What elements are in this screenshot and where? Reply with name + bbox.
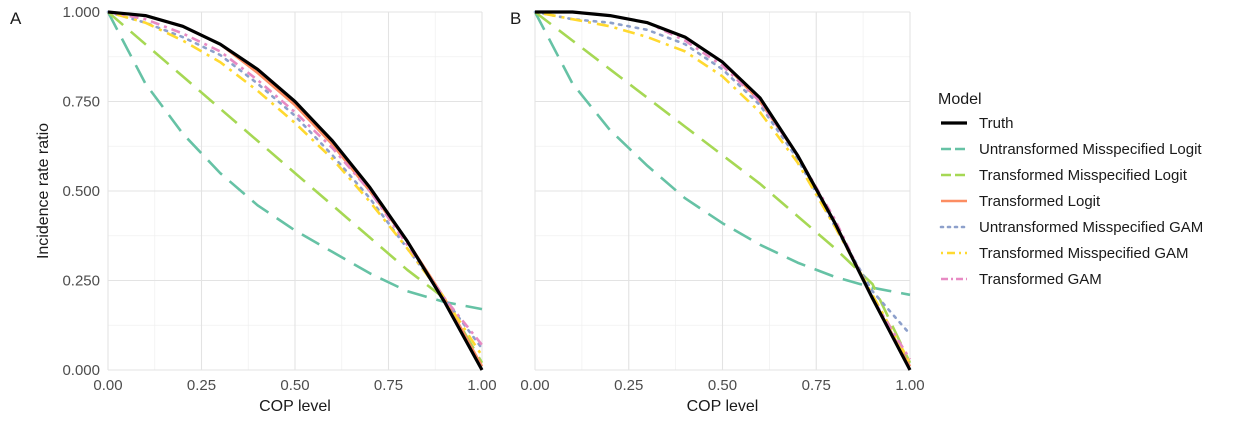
panel-a: 0.00 0.25 0.50 0.75 1.00 0.000 0.250 0.500 0.750…: [10, 4, 497, 415]
legend-label: Untransformed Misspecified Logit: [979, 141, 1202, 158]
x-tick-label: 0.50: [708, 377, 737, 394]
x-tick-label: 0.25: [187, 377, 216, 394]
y-tick-label: 0.750: [62, 94, 100, 111]
y-tick-label: 1.000: [62, 4, 100, 21]
series-line-truth: [107, 10, 484, 371]
panel-label: A: [10, 9, 22, 28]
x-tick-label: 0.75: [374, 377, 403, 394]
series-lines: [533, 10, 912, 371]
x-tick-label: 1.00: [895, 377, 924, 394]
legend-title: Model: [938, 91, 982, 108]
legend-label: Transformed Misspecified Logit: [979, 167, 1188, 184]
legend: Model Truth Untransformed Misspecified Log…: [938, 91, 1203, 288]
gridlines: [107, 11, 483, 371]
y-axis-title: Incidence rate ratio: [35, 123, 52, 259]
series-line-untransformed-misspecified-gam: [106, 10, 484, 350]
legend-item: Transformed GAM: [941, 271, 1102, 288]
legend-item: Untransformed Misspecified GAM: [939, 219, 1203, 236]
series-line-transformed-misspecified-gam: [107, 10, 484, 357]
x-tick-label: 0.00: [93, 377, 122, 394]
series-lines: [106, 10, 484, 371]
x-axis-title: COP level: [687, 398, 759, 415]
legend-label: Transformed GAM: [979, 271, 1102, 288]
x-axis-title: COP level: [259, 398, 331, 415]
y-tick-label: 0.500: [62, 183, 100, 200]
legend-label: Transformed Misspecified GAM: [979, 245, 1189, 262]
legend-item: Transformed Misspecified Logit: [941, 167, 1188, 184]
x-tick-label: 1.00: [467, 377, 496, 394]
legend-item: Transformed Misspecified GAM: [941, 245, 1189, 262]
y-tick-label: 0.250: [62, 273, 100, 290]
legend-item: Untransformed Misspecified Logit: [941, 141, 1202, 158]
panel-b: 0.00 0.25 0.50 0.75 1.00 COP level B: [510, 9, 925, 415]
series-line-transformed-misspecified-logit: [534, 10, 912, 364]
legend-item: Transformed Logit: [941, 193, 1101, 210]
gridlines: [534, 11, 911, 371]
panel-label: B: [510, 9, 521, 28]
series-line-untransformed-misspecified-logit: [533, 11, 911, 297]
legend-label: Truth: [979, 115, 1013, 132]
series-line-untransformed-misspecified-logit: [106, 11, 483, 311]
x-tick-label: 0.50: [280, 377, 309, 394]
legend-label: Untransformed Misspecified GAM: [979, 219, 1203, 236]
series-line-truth: [535, 10, 912, 371]
y-tick-label: 0.000: [62, 362, 100, 379]
x-tick-label: 0.75: [802, 377, 831, 394]
x-tick-label: 0.25: [614, 377, 643, 394]
legend-item: Truth: [941, 115, 1013, 132]
x-tick-label: 0.00: [520, 377, 549, 394]
series-line-transformed-misspecified-logit: [107, 11, 484, 364]
legend-label: Transformed Logit: [979, 193, 1101, 210]
